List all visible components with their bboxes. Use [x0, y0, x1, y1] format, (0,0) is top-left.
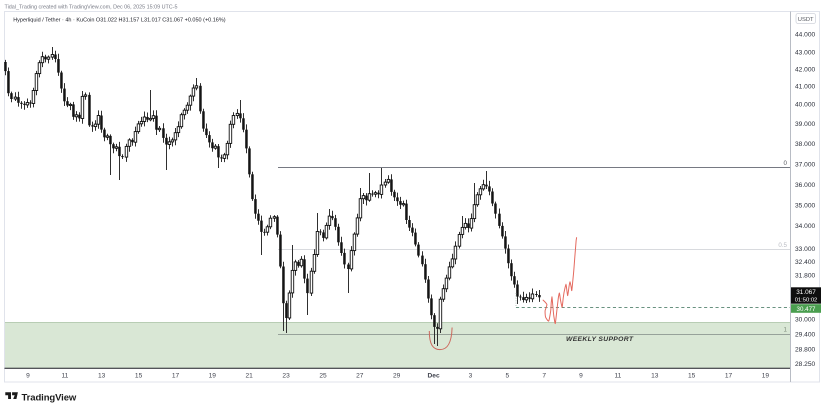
- svg-text:36.000: 36.000: [795, 182, 816, 189]
- svg-text:13: 13: [651, 373, 659, 380]
- svg-text:Dec: Dec: [428, 373, 440, 380]
- svg-text:Hyperliquid / Tether · 4h · Ku: Hyperliquid / Tether · 4h · KuCoin O31.0…: [13, 17, 226, 23]
- svg-text:5: 5: [505, 373, 509, 380]
- svg-text:1: 1: [784, 327, 788, 334]
- svg-text:28.250: 28.250: [795, 361, 816, 368]
- svg-text:40.000: 40.000: [795, 102, 816, 109]
- svg-text:3: 3: [469, 373, 473, 380]
- svg-text:28.800: 28.800: [795, 347, 816, 354]
- svg-text:13: 13: [98, 373, 106, 380]
- svg-text:15: 15: [135, 373, 143, 380]
- svg-text:17: 17: [172, 373, 180, 380]
- svg-text:0.5: 0.5: [778, 242, 787, 249]
- svg-text:41.000: 41.000: [795, 84, 816, 91]
- svg-text:27: 27: [356, 373, 364, 380]
- svg-text:11: 11: [614, 373, 621, 380]
- svg-text:29: 29: [393, 373, 401, 380]
- svg-text:32.400: 32.400: [795, 259, 816, 266]
- svg-text:7: 7: [542, 373, 546, 380]
- svg-text:38.000: 38.000: [795, 141, 816, 148]
- svg-text:19: 19: [762, 373, 770, 380]
- svg-text:30.000: 30.000: [795, 316, 816, 323]
- svg-text:42.000: 42.000: [795, 67, 816, 74]
- svg-text:15: 15: [688, 373, 696, 380]
- svg-text:11: 11: [61, 373, 68, 380]
- svg-text:31.800: 31.800: [795, 272, 816, 279]
- svg-text:44.000: 44.000: [795, 32, 816, 39]
- svg-text:34.000: 34.000: [795, 223, 816, 230]
- svg-text:30.477: 30.477: [797, 306, 816, 313]
- svg-text:WEEKLY SUPPORT: WEEKLY SUPPORT: [566, 336, 634, 343]
- svg-text:39.000: 39.000: [795, 121, 816, 128]
- svg-text:01:50:02: 01:50:02: [795, 298, 818, 304]
- svg-text:0: 0: [784, 160, 788, 167]
- svg-text:35.000: 35.000: [795, 203, 816, 210]
- svg-text:33.000: 33.000: [795, 246, 816, 253]
- svg-text:23: 23: [282, 373, 290, 380]
- svg-text:19: 19: [209, 373, 217, 380]
- svg-text:TradingView: TradingView: [22, 392, 77, 403]
- svg-text:29.400: 29.400: [795, 332, 816, 339]
- svg-text:Tidal_Trading created with Tra: Tidal_Trading created with TradingView.c…: [5, 5, 178, 11]
- svg-text:17: 17: [725, 373, 733, 380]
- svg-text:31.067: 31.067: [796, 289, 816, 296]
- svg-text:43.000: 43.000: [795, 50, 816, 57]
- svg-text:9: 9: [579, 373, 583, 380]
- svg-text:37.000: 37.000: [795, 162, 816, 169]
- svg-text:21: 21: [246, 373, 254, 380]
- svg-text:25: 25: [319, 373, 327, 380]
- svg-text:9: 9: [26, 373, 30, 380]
- svg-text:USDT: USDT: [798, 17, 814, 23]
